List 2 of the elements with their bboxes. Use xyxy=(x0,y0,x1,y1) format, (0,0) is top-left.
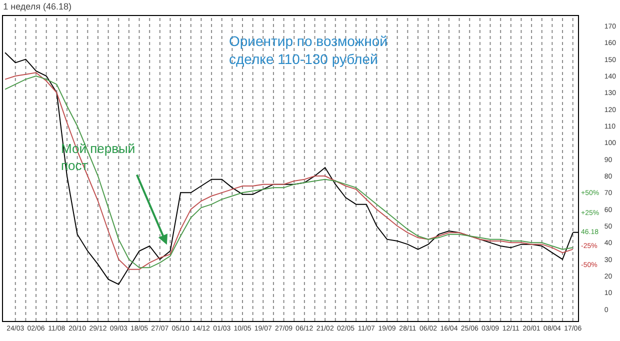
annotation: Ориентир по возможной сделке 110-130 рублей xyxy=(229,33,388,68)
chart-title: 1 неделя (46.18) xyxy=(3,2,72,12)
